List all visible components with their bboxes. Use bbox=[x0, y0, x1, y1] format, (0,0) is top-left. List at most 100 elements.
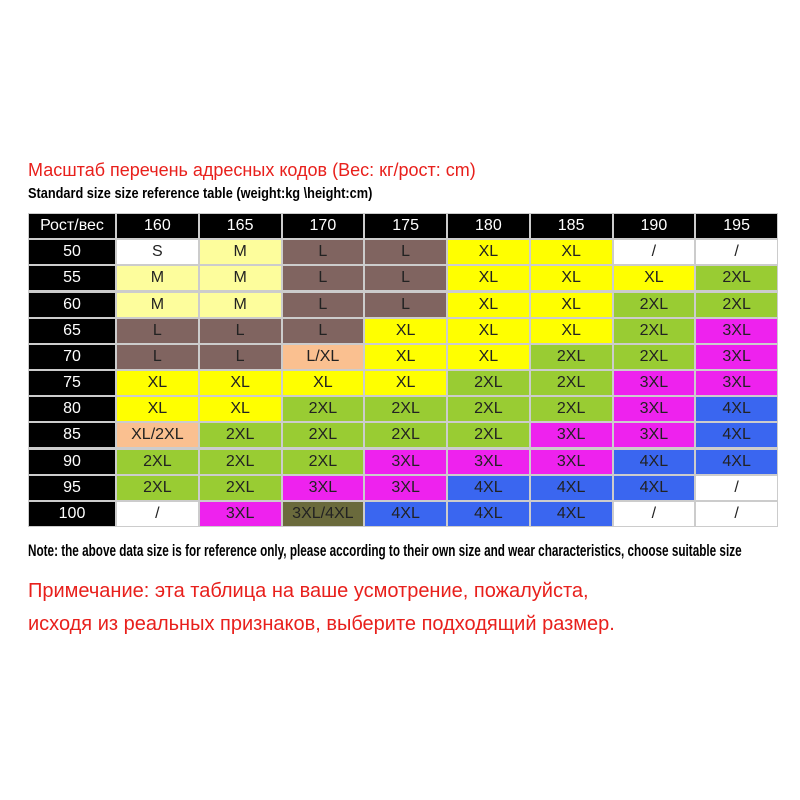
size-cell: / bbox=[117, 501, 198, 526]
size-cell: XL bbox=[613, 266, 695, 291]
size-cell: 2XL bbox=[282, 397, 364, 422]
size-cell: 2XL bbox=[117, 449, 198, 474]
size-cell: 4XL bbox=[613, 475, 695, 500]
size-cell: M bbox=[117, 266, 198, 291]
size-cell: 3XL bbox=[199, 501, 281, 526]
size-table: Рост/вес 160 165 170 175 180 185 190 195 50 S M L L XL… bbox=[28, 213, 778, 527]
size-cell: M bbox=[199, 240, 281, 265]
size-cell: / bbox=[696, 240, 777, 265]
size-cell: 3XL bbox=[696, 344, 777, 369]
size-cell: 2XL bbox=[613, 318, 695, 343]
size-cell: XL bbox=[199, 371, 281, 396]
size-cell: 3XL bbox=[448, 449, 529, 474]
size-cell: 3XL bbox=[696, 371, 777, 396]
size-cell: 2XL bbox=[282, 449, 364, 474]
size-cell: 2XL bbox=[448, 397, 529, 422]
size-cell: 3XL bbox=[696, 318, 777, 343]
size-cell: 2XL bbox=[365, 397, 446, 422]
size-cell: L bbox=[282, 318, 364, 343]
size-cell: XL bbox=[282, 371, 364, 396]
size-cell: XL bbox=[530, 266, 612, 291]
size-cell: M bbox=[117, 292, 198, 317]
size-cell: 3XL bbox=[365, 449, 446, 474]
size-cell: XL bbox=[365, 344, 446, 369]
size-cell: 4XL bbox=[448, 475, 529, 500]
size-cell: 2XL bbox=[448, 423, 529, 448]
size-cell: 3XL bbox=[530, 423, 612, 448]
column-header: 190 bbox=[613, 214, 695, 239]
size-cell: XL bbox=[448, 266, 529, 291]
size-cell: 4XL bbox=[530, 501, 612, 526]
size-cell: XL bbox=[530, 318, 612, 343]
size-cell: 4XL bbox=[448, 501, 529, 526]
size-cell: XL bbox=[448, 344, 529, 369]
size-cell: L bbox=[365, 266, 446, 291]
size-cell: 2XL bbox=[613, 344, 695, 369]
size-cell: / bbox=[613, 501, 695, 526]
size-cell: XL/2XL bbox=[117, 423, 198, 448]
size-cell: L bbox=[199, 318, 281, 343]
size-cell: 2XL bbox=[199, 423, 281, 448]
size-cell: 3XL bbox=[530, 449, 612, 474]
size-cell: S bbox=[117, 240, 198, 265]
size-cell: 2XL bbox=[199, 475, 281, 500]
size-cell: 2XL bbox=[696, 266, 777, 291]
size-cell: 2XL bbox=[282, 423, 364, 448]
size-cell: 2XL bbox=[530, 371, 612, 396]
size-cell: L bbox=[282, 266, 364, 291]
size-cell: 2XL bbox=[530, 344, 612, 369]
size-cell: L bbox=[365, 292, 446, 317]
row-header: 100 bbox=[29, 501, 115, 526]
size-cell: M bbox=[199, 292, 281, 317]
size-cell: 4XL bbox=[365, 501, 446, 526]
row-header: 90 bbox=[29, 449, 115, 474]
size-cell: L bbox=[117, 318, 198, 343]
size-cell: 2XL bbox=[613, 292, 695, 317]
size-cell: XL bbox=[530, 292, 612, 317]
note-ru: исходя из реальных признаков, выберите п… bbox=[28, 613, 615, 635]
size-cell: 2XL bbox=[448, 371, 529, 396]
size-cell: 4XL bbox=[696, 449, 777, 474]
size-cell: 4XL bbox=[696, 423, 777, 448]
row-header: 60 bbox=[29, 292, 115, 317]
column-header: 165 bbox=[199, 214, 281, 239]
row-header: 75 bbox=[29, 371, 115, 396]
size-cell: XL bbox=[448, 240, 529, 265]
size-cell: 2XL bbox=[117, 475, 198, 500]
corner-header: Рост/вес bbox=[29, 214, 115, 239]
size-cell: 4XL bbox=[530, 475, 612, 500]
size-cell: 2XL bbox=[696, 292, 777, 317]
row-header: 55 bbox=[29, 266, 115, 291]
size-cell: L bbox=[282, 240, 364, 265]
size-cell: M bbox=[199, 266, 281, 291]
size-cell: XL bbox=[530, 240, 612, 265]
size-cell: L bbox=[282, 292, 364, 317]
note: Note: the above data size is for referen… bbox=[28, 541, 742, 560]
size-cell: 3XL bbox=[613, 371, 695, 396]
size-cell: / bbox=[696, 475, 777, 500]
row-header: 50 bbox=[29, 240, 115, 265]
note-ru: Примечание: эта таблица на ваше усмотрен… bbox=[28, 580, 589, 602]
column-header: 180 bbox=[448, 214, 529, 239]
column-header: 175 bbox=[365, 214, 446, 239]
size-cell: XL bbox=[199, 397, 281, 422]
size-cell: 3XL bbox=[282, 475, 364, 500]
size-cell: L bbox=[365, 240, 446, 265]
row-header: 70 bbox=[29, 344, 115, 369]
size-cell: 2XL bbox=[199, 449, 281, 474]
column-header: 170 bbox=[282, 214, 364, 239]
size-cell: XL bbox=[448, 318, 529, 343]
size-cell: XL bbox=[365, 371, 446, 396]
row-header: 95 bbox=[29, 475, 115, 500]
column-header: 185 bbox=[530, 214, 612, 239]
size-cell: 2XL bbox=[365, 423, 446, 448]
size-cell: 3XL bbox=[613, 397, 695, 422]
size-cell: XL bbox=[448, 292, 529, 317]
size-cell: XL bbox=[117, 397, 198, 422]
size-cell: 4XL bbox=[613, 449, 695, 474]
size-cell: L bbox=[117, 344, 198, 369]
size-cell: L bbox=[199, 344, 281, 369]
size-cell: XL bbox=[365, 318, 446, 343]
size-cell: 2XL bbox=[530, 397, 612, 422]
size-cell: L/XL bbox=[282, 344, 364, 369]
